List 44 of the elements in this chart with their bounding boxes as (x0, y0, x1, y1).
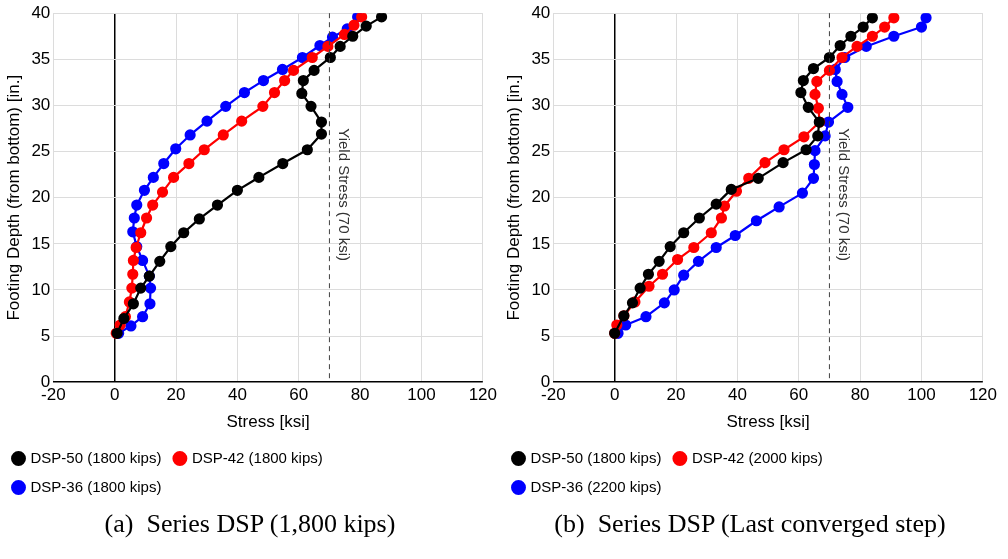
x-tick-label: 0 (109, 385, 120, 405)
y-tick-label: 30 (531, 95, 551, 115)
x-tick-label: 100 (907, 385, 936, 405)
x-tick-label: 100 (407, 385, 436, 405)
y-tick-label: 25 (531, 141, 551, 161)
legend-label: DSP-50 (1800 kips) (530, 448, 662, 466)
x-tick-label: 80 (350, 385, 370, 405)
ref-line-label: Yield Stress (70 ksi) (835, 128, 853, 262)
legend-label: DSP-36 (1800 kips) (30, 477, 162, 495)
y-tick-label: 20 (31, 187, 51, 207)
x-axis-title: Stress [ksi] (726, 412, 810, 432)
x-tick-label: 60 (789, 385, 809, 405)
y-tick-label: 5 (540, 325, 551, 345)
y-tick-label: 40 (31, 2, 51, 22)
legend-label: DSP-50 (1800 kips) (30, 448, 162, 466)
legend-label: DSP-42 (1800 kips) (191, 448, 323, 466)
x-tick-label: 120 (468, 385, 498, 405)
y-tick-label: 35 (31, 49, 51, 69)
legend-label: DSP-36 (2200 kips) (530, 477, 662, 495)
x-tick-label: 120 (968, 385, 998, 405)
y-axis-title: Footing Depth (from bottom) [in.] (3, 74, 23, 321)
y-tick-label: 15 (531, 233, 551, 253)
y-tick-label: 30 (31, 95, 51, 115)
y-tick-label: 10 (531, 279, 551, 299)
y-tick-label: 15 (31, 233, 51, 253)
ref-line-label: Yield Stress (70 ksi) (335, 128, 353, 262)
text: (a) Series DSP (1,800 kips) (104, 509, 396, 539)
x-tick-label: 20 (166, 385, 186, 405)
x-tick-label: 20 (666, 385, 686, 405)
y-tick-label: 40 (531, 2, 551, 22)
y-tick-label: 10 (31, 279, 51, 299)
x-tick-label: 0 (609, 385, 620, 405)
x-tick-label: 60 (289, 385, 309, 405)
y-tick-label: 20 (531, 187, 551, 207)
y-axis-title: Footing Depth (from bottom) [in.] (503, 74, 523, 321)
x-tick-label: 40 (227, 385, 247, 405)
x-axis-title: Stress [ksi] (226, 412, 310, 432)
y-tick-label: 5 (40, 325, 51, 345)
y-tick-label: 25 (31, 141, 51, 161)
y-tick-label: 35 (531, 49, 551, 69)
text: (b) Series DSP (Last converged step) (554, 509, 946, 539)
x-tick-label: 40 (727, 385, 747, 405)
x-tick-label: 80 (850, 385, 870, 405)
legend-label: DSP-42 (2000 kips) (691, 448, 823, 466)
